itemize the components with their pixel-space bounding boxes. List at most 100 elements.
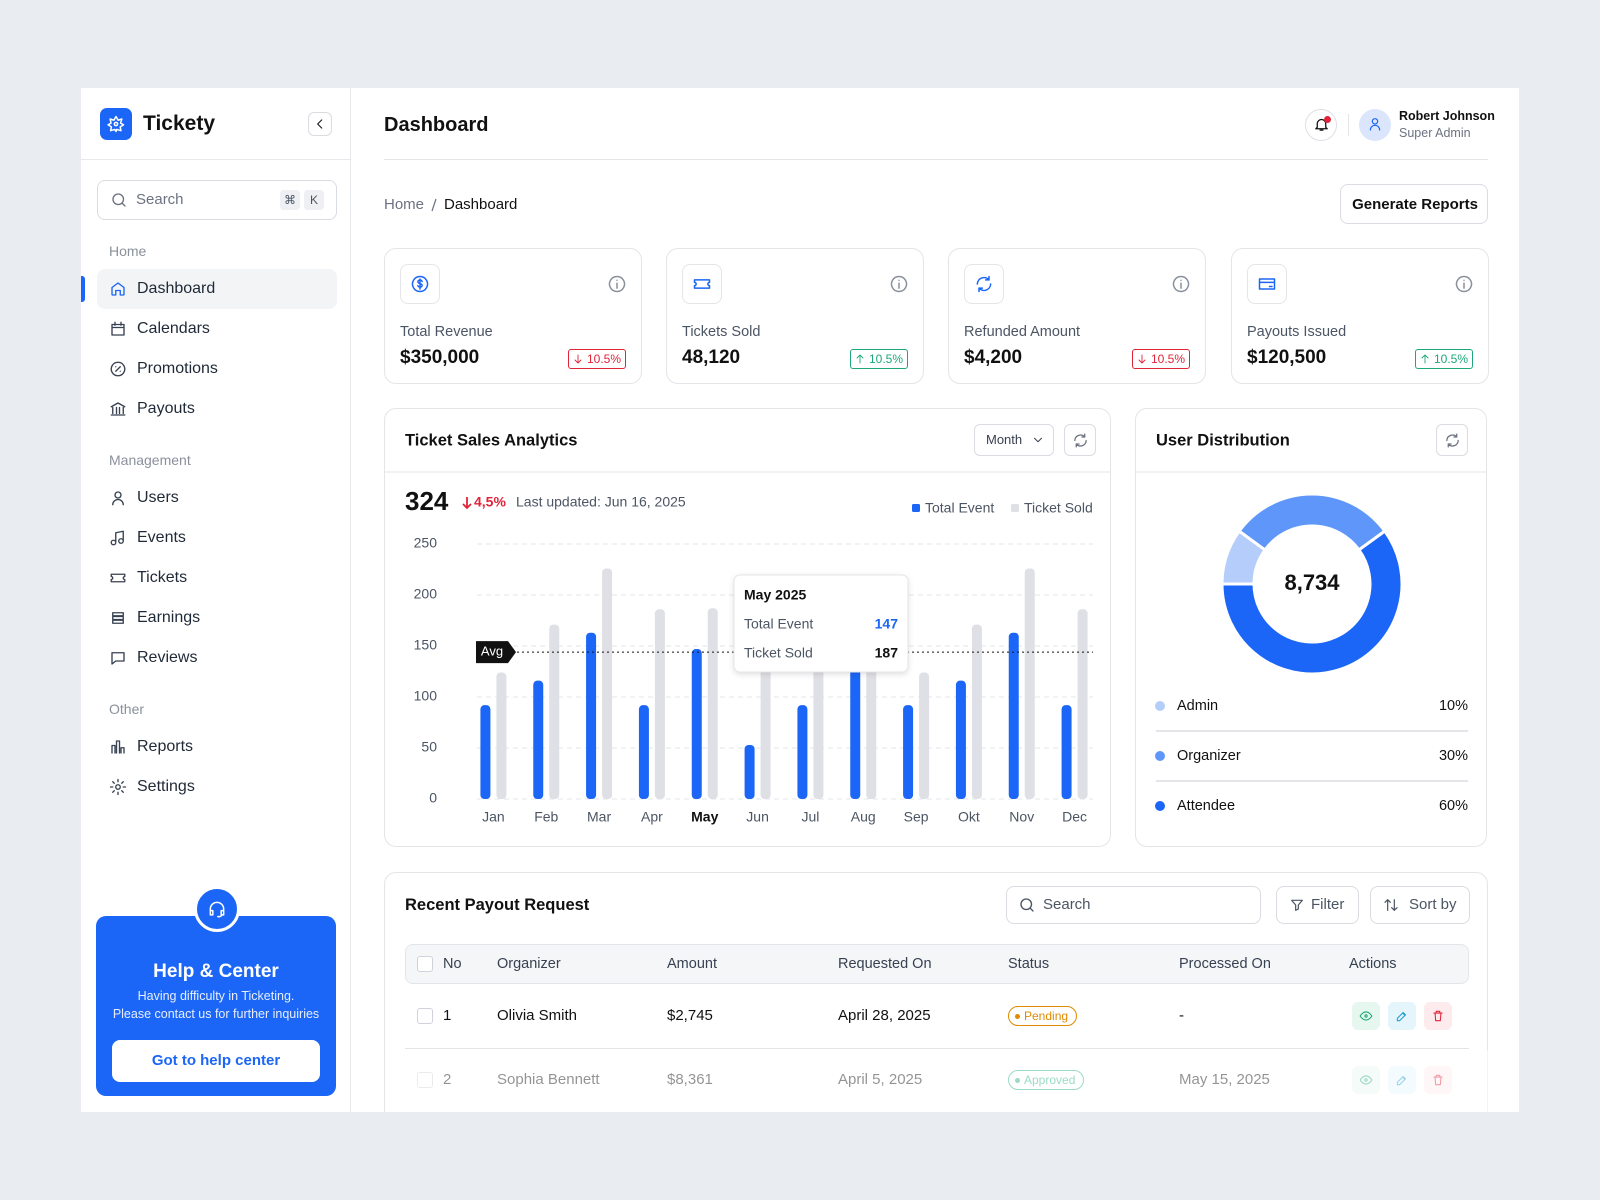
table-header [405, 944, 1469, 984]
x-tick-label: Jul [801, 809, 819, 825]
divider [384, 159, 1488, 160]
refresh-button[interactable] [1436, 424, 1468, 456]
donut-chart: User Distribution 8,734 Admin 10% Organizer 3… [1136, 431, 1486, 814]
bar [903, 705, 914, 799]
table-cell: $2,745 [667, 1007, 713, 1024]
icon [1369, 118, 1381, 131]
chart-card: User Distribution 8,734 Admin 10% Organizer 3… [1135, 408, 1487, 847]
stat-value: 48,120 [682, 347, 741, 368]
breadcrumb: Home [384, 196, 425, 213]
average-tag [476, 641, 516, 664]
bar [654, 609, 665, 799]
legend-value: 30% [1439, 748, 1468, 764]
donut-segment [1220, 529, 1404, 676]
icon [574, 354, 582, 364]
icon-path [1258, 278, 1276, 290]
period-select[interactable]: Month [974, 424, 1054, 456]
y-tick-label: 200 [414, 586, 438, 602]
icon-path [112, 491, 124, 506]
tooltip-title: May 2025 [744, 587, 806, 603]
headline: 324 [405, 486, 449, 516]
stat-icon [400, 264, 440, 304]
collapse-button[interactable] [308, 112, 332, 136]
icon-path [111, 740, 125, 754]
legend-swatch [1011, 504, 1019, 512]
nav-item[interactable]: Payouts [97, 389, 337, 429]
logo [100, 108, 132, 140]
generate-reports-button[interactable]: Generate Reports [1340, 184, 1488, 224]
nav-label: Settings [137, 778, 195, 795]
icon [1315, 118, 1328, 131]
icon [1446, 433, 1459, 448]
icon [411, 275, 429, 293]
icon-path [608, 275, 626, 293]
table-title: Recent Payout Request [405, 896, 590, 914]
nav-label: Promotions [137, 360, 218, 377]
nav-item[interactable]: Calendars [97, 309, 337, 349]
nav-label: Calendars [137, 320, 210, 337]
icon [111, 282, 125, 296]
help-button-text: Got to help center [151, 1052, 281, 1069]
action-button[interactable] [1424, 1002, 1452, 1030]
column-header: Amount [667, 956, 717, 972]
table-search[interactable]: Search [1006, 886, 1261, 924]
nav-label: Reviews [137, 649, 198, 666]
row-fade [385, 1050, 1489, 1112]
nav-item[interactable]: Events [97, 518, 337, 558]
donut-total: 8,734 [1284, 570, 1340, 595]
stat-icon [964, 264, 1004, 304]
checkbox[interactable] [417, 956, 433, 972]
bar [638, 705, 649, 799]
icon [693, 279, 711, 289]
icon-path [856, 354, 864, 364]
action-button[interactable] [1388, 1002, 1416, 1030]
notification-button[interactable] [1305, 109, 1337, 141]
action-button[interactable] [1352, 1002, 1380, 1030]
nav-label: Payouts [137, 400, 195, 417]
notification-dot [1324, 116, 1331, 123]
icon [317, 119, 323, 129]
nav-item[interactable]: Earnings [97, 598, 337, 638]
refresh-button[interactable] [1064, 424, 1096, 456]
stat-card: Tickets Sold 48,120 10.5% [666, 248, 924, 384]
icon-path [1433, 1010, 1443, 1022]
table-cell: April 28, 2025 [838, 1007, 931, 1024]
stat-value: $350,000 [400, 347, 480, 368]
shortcut-key: ⌘ [280, 190, 300, 210]
help-button[interactable]: Got to help center [112, 1040, 320, 1082]
nav-item[interactable]: Reports [97, 727, 337, 767]
app-frame: Tickety Search ⌘ K Home Dashboard Calendars Pro… [81, 88, 1519, 1112]
nav-item[interactable]: Reviews [97, 638, 337, 678]
nav-item[interactable]: Promotions [97, 349, 337, 389]
icon-path [317, 119, 323, 129]
icon-path [890, 275, 908, 293]
icon [209, 901, 225, 918]
icon-path [111, 321, 125, 336]
bar [955, 680, 966, 799]
icon [1291, 899, 1303, 911]
brand: Tickety [143, 112, 215, 135]
table-cell: Olivia Smith [497, 1007, 578, 1024]
avatar[interactable] [1359, 109, 1391, 141]
bar [760, 656, 771, 799]
bar [744, 744, 755, 799]
icon [1421, 354, 1429, 364]
nav-item[interactable]: Tickets [97, 558, 337, 598]
filter-button[interactable]: Filter [1276, 886, 1359, 924]
icon-path [110, 361, 126, 377]
shortcut-key: K [304, 190, 324, 210]
icon [109, 778, 127, 796]
y-tick-label: 0 [429, 790, 437, 806]
icon [110, 573, 126, 583]
nav-item[interactable]: Users [97, 478, 337, 518]
checkbox[interactable] [417, 1008, 433, 1024]
bar [480, 705, 491, 799]
nav-item[interactable]: Dashboard [97, 269, 337, 309]
section-title: Other [109, 701, 145, 717]
nav-item[interactable]: Settings [97, 767, 337, 807]
icon-path [1172, 275, 1190, 293]
chart-title: User Distribution [1156, 431, 1290, 449]
sort-button[interactable]: Sort by [1370, 886, 1470, 924]
column-header: Processed On [1179, 956, 1271, 972]
search-box[interactable]: Search ⌘ K [97, 180, 337, 220]
